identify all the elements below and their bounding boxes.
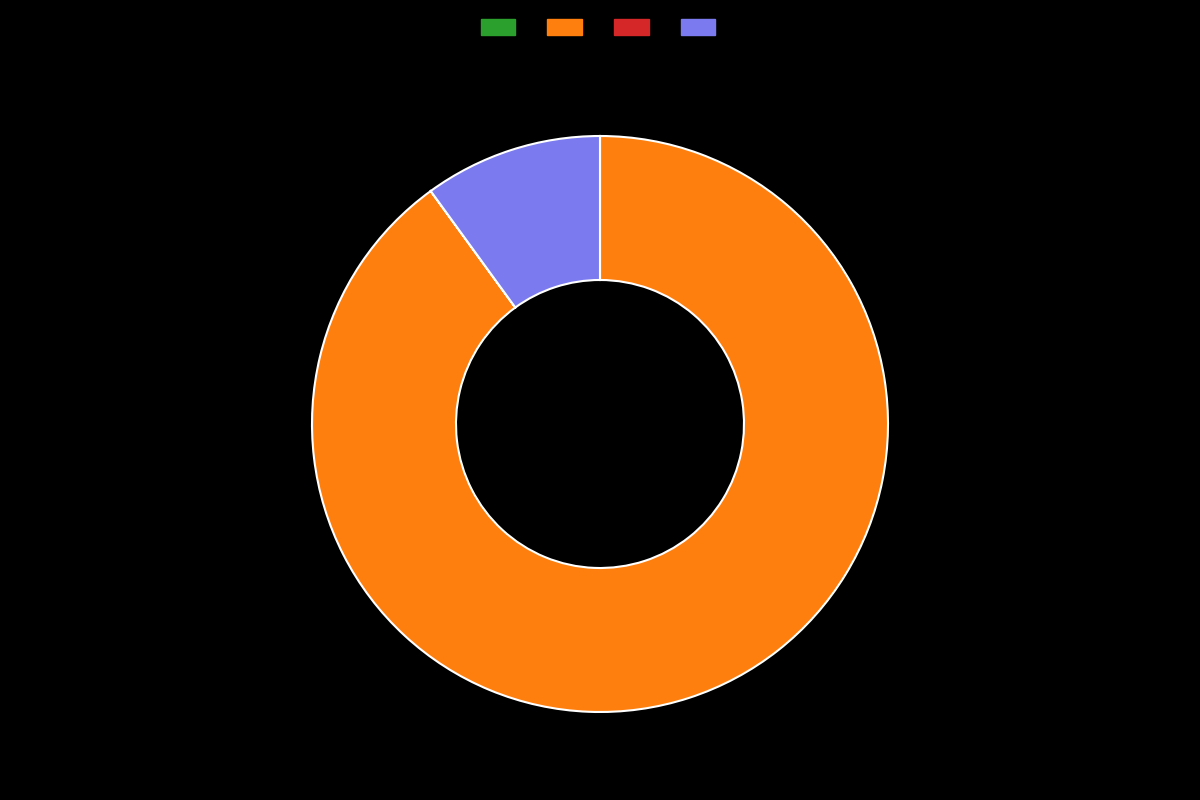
- Legend: , , , : , , ,: [475, 14, 725, 41]
- Wedge shape: [431, 136, 600, 307]
- Wedge shape: [431, 191, 515, 307]
- Wedge shape: [312, 136, 888, 712]
